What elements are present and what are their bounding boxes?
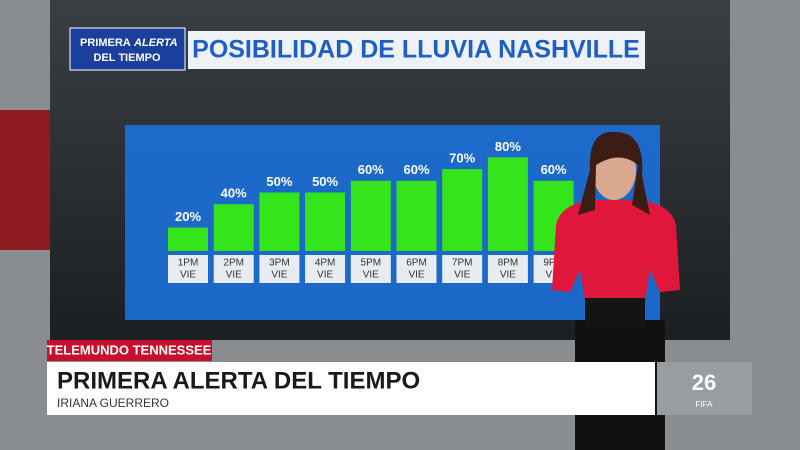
bar	[350, 180, 391, 251]
value-label: 50%	[312, 174, 338, 189]
network-tag	[47, 340, 212, 361]
x-tick-sublabel: VIE	[363, 270, 379, 281]
badge: 26	[692, 370, 716, 395]
x-tick-sublabel: VIE	[408, 270, 424, 281]
x-tick-sublabel: VIE	[271, 270, 287, 281]
network-text: TELEMUNDO TENNESSEE	[47, 342, 212, 357]
value-label: 20%	[175, 209, 201, 224]
x-tick-sublabel: VIE	[454, 270, 470, 281]
value-label: 50%	[266, 174, 292, 189]
x-tick-label: 1PM	[178, 258, 199, 269]
x-tick-label: 4PM	[315, 258, 336, 269]
x-tick-sublabel: VIE	[500, 270, 516, 281]
value-label: 70%	[449, 151, 475, 166]
value-label: 80%	[495, 139, 521, 154]
x-tick-sublabel: VIE	[226, 270, 242, 281]
category-box	[213, 255, 254, 283]
lower-third	[47, 362, 655, 415]
bar	[168, 227, 208, 251]
category-box	[350, 255, 391, 283]
x-tick-label: 7PM	[452, 258, 473, 269]
value-label: 60%	[358, 162, 384, 177]
bar	[396, 180, 437, 251]
x-tick-label: 2PM	[223, 258, 244, 269]
bar	[259, 192, 300, 251]
value-label: 60%	[541, 162, 567, 177]
presenter-shirt	[552, 200, 680, 300]
headline: PRIMERA ALERTA DEL TIEMPO	[57, 367, 420, 394]
x-tick-sublabel: VIE	[180, 270, 196, 281]
category-box	[442, 255, 483, 283]
badge-box	[657, 362, 752, 415]
x-tick-label: 9PM	[543, 258, 564, 269]
category-box	[259, 255, 300, 283]
category-box	[168, 255, 208, 283]
logo-box	[69, 27, 186, 71]
x-tick-label: 6PM	[406, 258, 427, 269]
category-box	[396, 255, 437, 283]
x-tick-sublabel: VIE	[317, 270, 333, 281]
bar	[213, 204, 254, 251]
studio-red	[0, 110, 50, 250]
category-box	[305, 255, 346, 283]
title-box	[188, 31, 645, 69]
reporter-name: IRIANA GUERRERO	[57, 396, 169, 410]
presenter-pants	[585, 298, 645, 328]
chart-title: POSIBILIDAD DE LLUVIA NASHVILLE	[192, 36, 640, 64]
bar	[487, 157, 528, 251]
value-label: 40%	[221, 186, 247, 201]
x-tick-label: 3PM	[269, 258, 290, 269]
bar	[305, 192, 346, 251]
category-box	[487, 255, 528, 283]
presenter-hair	[578, 131, 650, 215]
value-label: 60%	[403, 162, 429, 177]
x-tick-label: 5PM	[361, 258, 382, 269]
x-tick-label: 8PM	[498, 258, 519, 269]
logo-text: PRIMERA	[80, 37, 131, 49]
logo-text: DEL TIEMPO	[93, 52, 160, 64]
bar	[442, 169, 483, 251]
badge-sub: FIFA	[696, 400, 714, 409]
logo-text: ALERTA	[133, 37, 178, 49]
